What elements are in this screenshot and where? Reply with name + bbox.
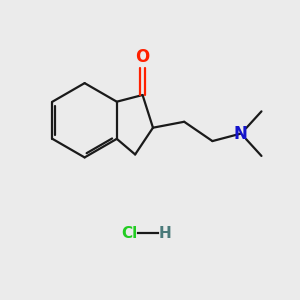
Text: O: O bbox=[135, 48, 150, 66]
Text: Cl: Cl bbox=[121, 226, 137, 241]
Text: H: H bbox=[158, 226, 171, 241]
Text: N: N bbox=[234, 125, 248, 143]
